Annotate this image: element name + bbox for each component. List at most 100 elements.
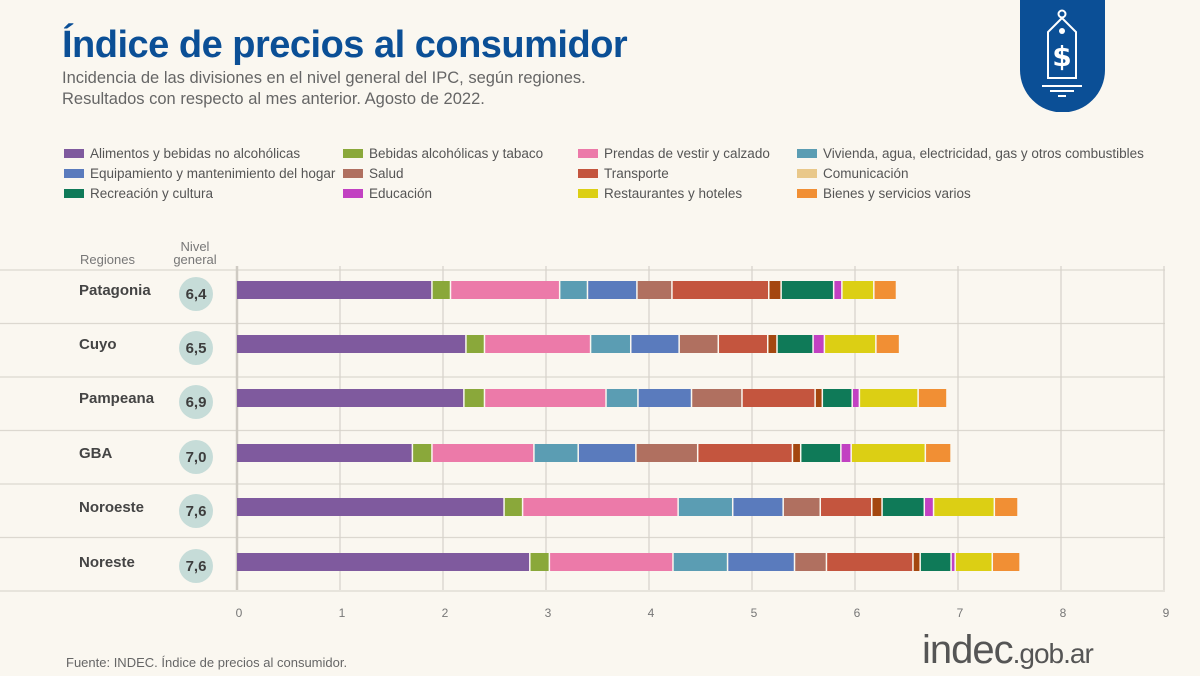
- legend-swatch: [578, 149, 598, 158]
- total-value: 6,9: [186, 394, 207, 411]
- bar-segment: [237, 498, 504, 516]
- legend-label: Bebidas alcohólicas y tabaco: [369, 146, 544, 161]
- bar-segment: [237, 444, 412, 462]
- bar-segment: [852, 389, 859, 407]
- bar-segment: [742, 389, 815, 407]
- bar-segment: [955, 553, 992, 571]
- legend-label: Vivienda, agua, electricidad, gas y otro…: [823, 146, 1144, 161]
- brand-name: indec: [922, 628, 1014, 672]
- subtitle-line-2: Resultados con respecto al mes anterior.…: [62, 90, 485, 108]
- bar-segment: [631, 335, 679, 353]
- bar-segment: [638, 389, 691, 407]
- bar-segment: [466, 335, 484, 353]
- bar-segment: [827, 553, 913, 571]
- legend-label: Equipamiento y mantenimiento del hogar: [90, 166, 336, 181]
- legend-swatch: [797, 189, 817, 198]
- bar-segment: [432, 444, 534, 462]
- legend-label: Alimentos y bebidas no alcohólicas: [90, 146, 301, 161]
- bar-segment: [874, 281, 896, 299]
- bar-segment: [995, 498, 1018, 516]
- bar-segment: [504, 498, 522, 516]
- legend-item: Transporte: [578, 166, 669, 181]
- bar-segment: [993, 553, 1020, 571]
- legend-label: Comunicación: [823, 166, 909, 181]
- bar-segment: [673, 553, 727, 571]
- bar-segment: [882, 498, 924, 516]
- bar-segment: [692, 389, 742, 407]
- bar-segment: [769, 281, 781, 299]
- bar-segment: [464, 389, 484, 407]
- legend-item: Salud: [343, 166, 404, 181]
- total-value: 7,6: [186, 558, 207, 575]
- bar-segment: [591, 335, 630, 353]
- x-tick-label: 6: [854, 606, 861, 620]
- bar-segment: [768, 335, 777, 353]
- bar-segment: [606, 389, 638, 407]
- legend-swatch: [343, 169, 363, 178]
- bar-segment: [860, 389, 918, 407]
- bar-segment: [815, 389, 822, 407]
- bar-segment: [913, 553, 920, 571]
- bar-segment: [795, 553, 826, 571]
- legend-label: Transporte: [604, 166, 669, 181]
- total-value: 6,4: [186, 286, 208, 303]
- bar-segment: [842, 281, 874, 299]
- bar-segment: [237, 335, 466, 353]
- total-badge: [179, 331, 213, 365]
- total-badge: [179, 494, 213, 528]
- bar-segment: [237, 553, 530, 571]
- bar-segment: [637, 281, 672, 299]
- x-tick-label: 0: [236, 606, 243, 620]
- total-value: 7,0: [186, 449, 207, 466]
- total-badge: [179, 277, 213, 311]
- bar-segment: [728, 553, 794, 571]
- x-tick-label: 1: [339, 606, 346, 620]
- x-tick-label: 8: [1060, 606, 1067, 620]
- total-value: 6,5: [186, 340, 207, 357]
- region-label: GBA: [79, 445, 113, 462]
- x-tick-label: 2: [442, 606, 449, 620]
- subtitle-line-1: Incidencia de las divisiones en el nivel…: [62, 69, 586, 87]
- x-tick-label: 4: [648, 606, 655, 620]
- bar-segment: [413, 444, 432, 462]
- bar-segment: [719, 335, 767, 353]
- x-tick-label: 7: [957, 606, 964, 620]
- legend-item: Bienes y servicios varios: [797, 186, 971, 201]
- total-value: 7,6: [186, 503, 207, 520]
- legend-item: Restaurantes y hoteles: [578, 186, 742, 201]
- bar-segment: [679, 335, 718, 353]
- region-label: Noroeste: [79, 499, 144, 516]
- bar-segment: [918, 389, 947, 407]
- legend-item: Recreación y cultura: [64, 186, 213, 201]
- regions-header: Regiones: [80, 252, 135, 267]
- legend-swatch: [343, 149, 363, 158]
- bar-segment: [733, 498, 783, 516]
- legend-swatch: [64, 189, 84, 198]
- bar-segment: [530, 553, 549, 571]
- legend-swatch: [64, 169, 84, 178]
- legend-swatch: [797, 169, 817, 178]
- total-badge: [179, 440, 213, 474]
- bar-segment: [825, 335, 876, 353]
- bar-segment: [237, 389, 464, 407]
- legend-swatch: [64, 149, 84, 158]
- bar-segment: [834, 281, 842, 299]
- bar-segment: [876, 335, 899, 353]
- total-badge: [179, 549, 213, 583]
- bar-segment: [237, 281, 432, 299]
- subtitle: Incidencia de las divisiones en el nivel…: [62, 68, 586, 110]
- bar-segment: [813, 335, 824, 353]
- legend-label: Recreación y cultura: [90, 186, 214, 201]
- region-label: Pampeana: [79, 390, 155, 407]
- bar-segment: [451, 281, 559, 299]
- bar-segment: [485, 389, 606, 407]
- legend-item: Educación: [343, 186, 432, 201]
- bar-segment: [485, 335, 590, 353]
- legend: Alimentos y bebidas no alcohólicas Equipa…: [64, 146, 1164, 206]
- bar-segment: [920, 553, 951, 571]
- bar-segment: [550, 553, 673, 571]
- legend-swatch: [797, 149, 817, 158]
- legend-item: Alimentos y bebidas no alcohólicas: [64, 146, 300, 161]
- bar-segment: [781, 281, 833, 299]
- bar-segment: [851, 444, 925, 462]
